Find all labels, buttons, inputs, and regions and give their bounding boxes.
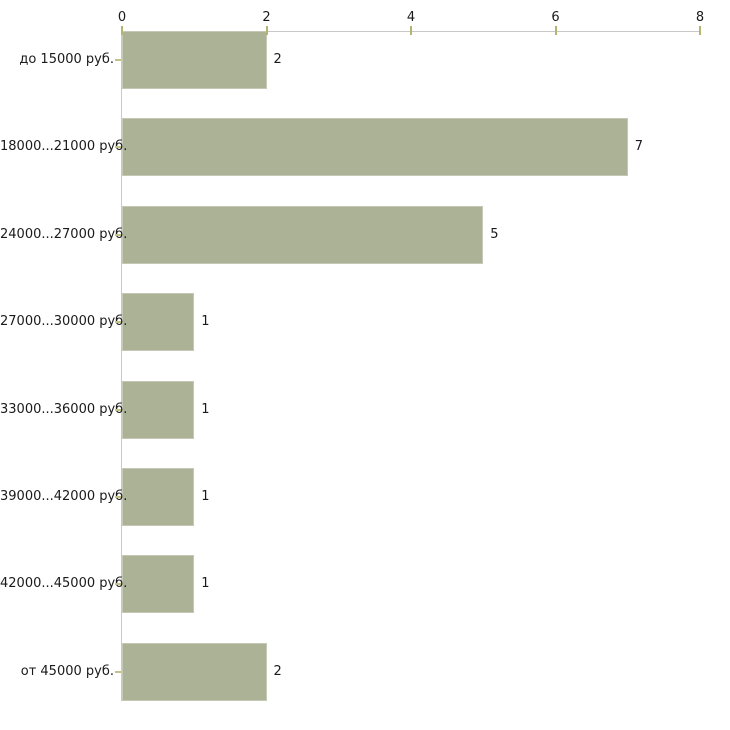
x-axis-tick-label: 6: [551, 10, 560, 25]
bar: [122, 31, 267, 89]
x-axis-tick: [699, 26, 701, 35]
x-axis-tick-label: 0: [117, 10, 127, 25]
category-tick: [115, 321, 121, 324]
value-label: 5: [490, 226, 499, 242]
value-label: 1: [201, 401, 210, 417]
value-label: 1: [201, 314, 210, 330]
category-label: 42000...45000 руб.: [0, 576, 128, 592]
x-axis-tick-label: 4: [406, 10, 416, 25]
bar: [122, 118, 628, 177]
category-label: 39000...42000 руб.: [0, 489, 128, 504]
category-label: от 45000 руб.: [20, 663, 114, 679]
category-tick: [115, 146, 121, 149]
category-tick: [115, 670, 121, 673]
x-axis-tick-label: 8: [695, 10, 705, 25]
value-label: 1: [201, 489, 210, 504]
category-tick: [115, 496, 121, 498]
x-axis-tick: [554, 26, 557, 35]
bar: [122, 205, 484, 264]
value-label: 2: [273, 663, 282, 679]
x-axis-tick: [121, 26, 123, 35]
category-label: 18000...21000 руб.: [0, 139, 128, 155]
category-label: 27000...30000 руб.: [0, 314, 128, 330]
value-label: 2: [273, 52, 282, 67]
x-axis-tick-label: 2: [262, 10, 271, 25]
y-axis-line: [121, 31, 122, 701]
category-tick: [115, 233, 121, 236]
category-tick: [115, 408, 121, 411]
category-tick: [115, 583, 121, 586]
bar: [122, 555, 195, 614]
category-label: 33000...36000 руб.: [0, 401, 128, 417]
x-axis-tick: [410, 26, 412, 35]
bar: [122, 468, 195, 526]
category-label: до 15000 руб.: [19, 52, 114, 67]
category-label: 24000...27000 руб.: [0, 226, 128, 242]
category-tick: [115, 59, 121, 61]
value-label: 7: [634, 139, 644, 155]
value-label: 1: [201, 576, 210, 592]
bar: [122, 380, 195, 439]
bar: [122, 642, 267, 701]
x-axis-tick: [265, 26, 268, 35]
bar: [122, 293, 195, 352]
